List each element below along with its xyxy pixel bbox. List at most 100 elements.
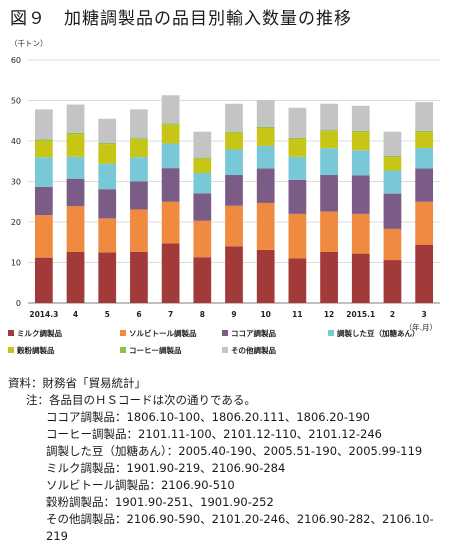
legend-label: ミルク調製品 bbox=[17, 328, 62, 338]
bar-segment bbox=[320, 211, 338, 252]
bar-segment bbox=[415, 132, 434, 148]
bar-segment bbox=[193, 220, 212, 258]
legend-swatch bbox=[8, 330, 14, 336]
bar-segment bbox=[225, 205, 243, 247]
legend-swatch bbox=[222, 347, 228, 353]
bar-segment bbox=[256, 100, 275, 127]
legend-swatch bbox=[328, 330, 334, 336]
bar-segment bbox=[415, 102, 434, 131]
bar-segment bbox=[225, 175, 243, 206]
note-line: その他調製品：2106.90-590、2101.20-246、2106.90-2… bbox=[46, 512, 434, 543]
bar-segment bbox=[288, 258, 307, 303]
x-tick-label: 11 bbox=[292, 310, 302, 319]
bar-segment bbox=[383, 155, 402, 158]
bar-segment bbox=[34, 157, 53, 187]
bar-segment bbox=[288, 137, 307, 139]
bar-segment bbox=[66, 156, 85, 179]
x-tick-label: 4 bbox=[73, 310, 78, 319]
bar-segment bbox=[130, 139, 148, 158]
bar-segment bbox=[383, 260, 402, 303]
bar-segment bbox=[130, 157, 148, 182]
y-tick-label: 10 bbox=[11, 259, 21, 268]
bar-segment bbox=[256, 126, 275, 129]
bar-segment bbox=[130, 109, 148, 139]
bar-segment bbox=[98, 143, 117, 145]
bar-segment bbox=[66, 134, 85, 157]
y-tick-label: 40 bbox=[11, 137, 21, 146]
bar-segment bbox=[98, 189, 117, 219]
bar-segment bbox=[256, 128, 275, 146]
bar-segment bbox=[66, 206, 85, 252]
bar-segment bbox=[193, 158, 212, 173]
bar-segment bbox=[66, 132, 85, 135]
bar-segment bbox=[288, 138, 307, 157]
bar-segment bbox=[351, 105, 370, 131]
bar-segment bbox=[130, 209, 148, 252]
y-unit-label: （千トン） bbox=[10, 38, 48, 48]
legend-swatch bbox=[120, 330, 126, 336]
bar-segment bbox=[415, 147, 434, 169]
bar-segment bbox=[351, 213, 370, 254]
bar-segment bbox=[193, 131, 212, 158]
bar-segment bbox=[351, 150, 370, 176]
y-tick-label: 20 bbox=[11, 218, 21, 227]
bar-segment bbox=[288, 107, 307, 138]
bar-segment bbox=[130, 138, 148, 140]
y-tick-label: 30 bbox=[11, 178, 21, 187]
x-tick-label: 2 bbox=[390, 310, 395, 319]
bar-segment bbox=[256, 145, 275, 169]
bar-segment bbox=[161, 95, 180, 124]
bar-segment bbox=[225, 149, 243, 176]
note-line: 穀粉調製品：1901.90-251、1901.90-252 bbox=[46, 495, 274, 509]
bar-segment bbox=[130, 181, 148, 210]
bar-segment bbox=[320, 130, 338, 132]
bar-segment bbox=[98, 118, 117, 144]
bar-segment bbox=[193, 193, 212, 221]
bar-segment bbox=[34, 257, 53, 303]
bar-segment bbox=[98, 144, 117, 164]
bar-segment bbox=[66, 178, 85, 207]
bar-segment bbox=[98, 163, 117, 190]
note-line: 調製した豆（加糖あん）：2005.40-190、2005.51-190、2005… bbox=[46, 444, 423, 458]
bar-segment bbox=[225, 131, 243, 133]
bar-segment bbox=[161, 123, 180, 125]
bar-segment bbox=[288, 213, 307, 259]
y-tick-label: 50 bbox=[11, 97, 21, 106]
bar-segment bbox=[383, 193, 402, 229]
x-tick-label: 10 bbox=[260, 310, 270, 319]
stacked-bar-chart: 0 10 20 30 40 50 60 2014.3 4 5 6 7 8 9 10 11 12 2015.1 2 3… bbox=[8, 38, 440, 355]
legend-label: 調製した豆（加糖あん） bbox=[337, 328, 420, 338]
bar-segment bbox=[383, 157, 402, 171]
bar-segment bbox=[34, 139, 53, 141]
bar-segment bbox=[193, 157, 212, 159]
bar-segment bbox=[193, 257, 212, 303]
bar-segment bbox=[225, 246, 243, 303]
x-tick-label: 3 bbox=[422, 310, 427, 319]
bar-segment bbox=[256, 249, 275, 303]
bar-segment bbox=[161, 243, 180, 303]
x-unit-label: （年.月） bbox=[405, 322, 437, 332]
y-tick-label: 60 bbox=[11, 56, 21, 65]
bar-segment bbox=[34, 186, 53, 216]
bar-segment bbox=[193, 172, 212, 194]
x-tick-label: 2014.3 bbox=[29, 310, 58, 319]
bar-segment bbox=[351, 253, 370, 303]
source-note: 資料：財務省「貿易統計」 bbox=[8, 376, 146, 390]
note-line: ココア調製品：1806.10-100、1806.20.111、1806.20-1… bbox=[46, 410, 370, 424]
x-tick-label: 9 bbox=[231, 310, 236, 319]
bar-segment bbox=[34, 215, 53, 258]
note-line: ミルク調製品：1901.90-219、2106.90-284 bbox=[46, 461, 286, 475]
legend-swatch bbox=[120, 347, 126, 353]
bar-segment bbox=[256, 168, 275, 203]
bar-segment bbox=[383, 228, 402, 261]
legend-label: ソルビトール調製品 bbox=[129, 328, 197, 338]
bar-segment bbox=[256, 202, 275, 250]
bar-segment bbox=[351, 130, 370, 133]
bar-segment bbox=[225, 103, 243, 132]
bar-segment bbox=[415, 244, 434, 303]
note-line: コーヒー調製品：2101.11-100、2101.12-110、2101.12-… bbox=[46, 427, 382, 441]
figure-title: 図９ 加糖調製品の品目別輸入数量の推移 bbox=[10, 9, 352, 29]
bar-segment bbox=[320, 251, 338, 303]
x-tick-label: 12 bbox=[324, 310, 334, 319]
bar-segment bbox=[161, 143, 180, 169]
